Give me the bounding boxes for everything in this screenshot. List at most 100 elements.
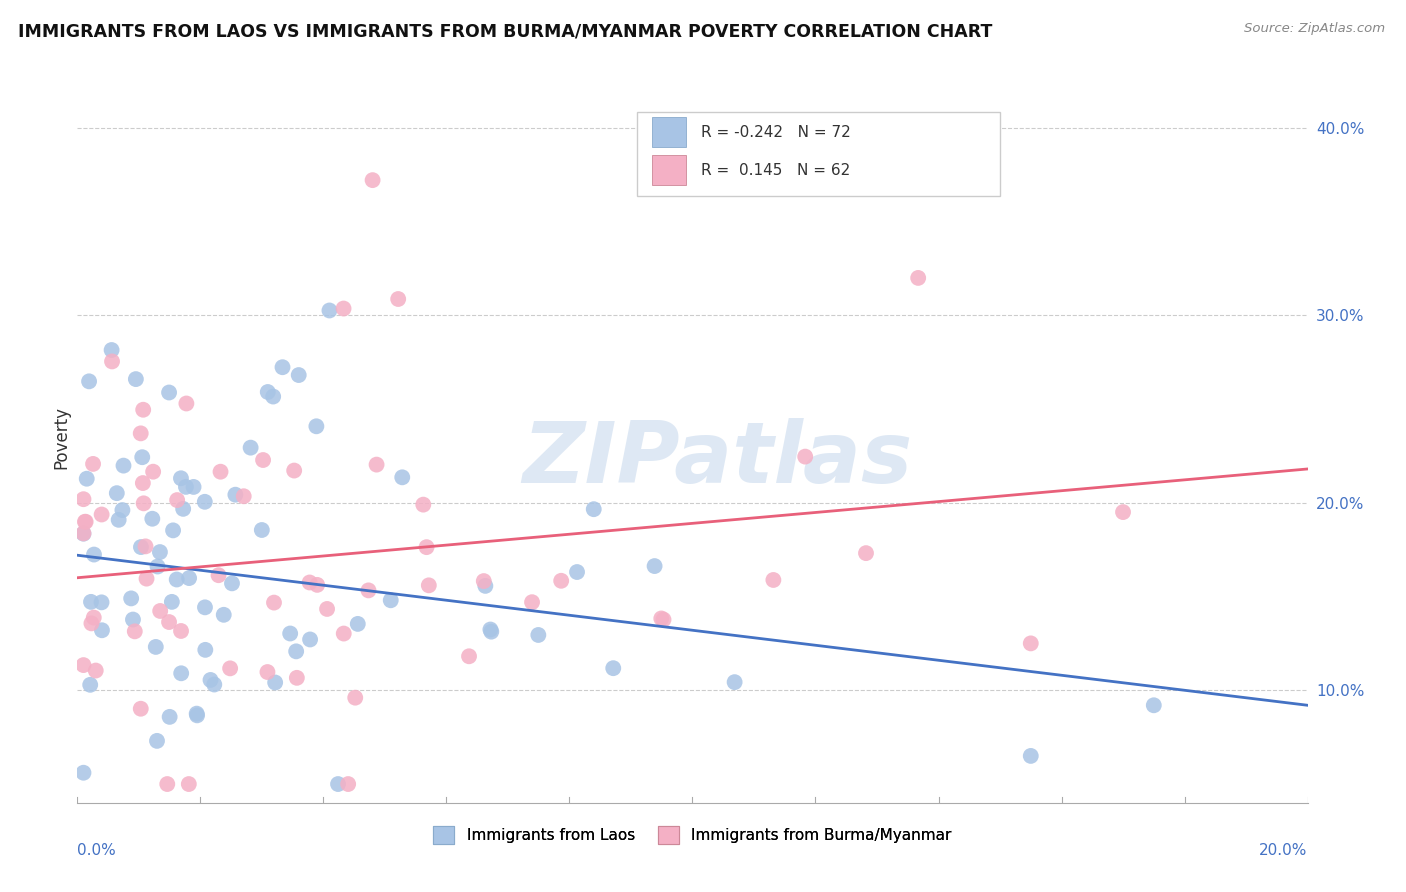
Point xyxy=(305,419,328,434)
Point xyxy=(72,765,94,780)
Point xyxy=(252,453,274,467)
Text: Source: ZipAtlas.com: Source: ZipAtlas.com xyxy=(1244,22,1385,36)
Point xyxy=(256,384,278,399)
Point xyxy=(652,613,675,627)
Point xyxy=(200,673,222,687)
Legend: Immigrants from Laos, Immigrants from Burma/Myanmar: Immigrants from Laos, Immigrants from Bu… xyxy=(427,820,957,850)
Text: 0.0%: 0.0% xyxy=(77,843,117,858)
Point xyxy=(458,649,481,664)
Text: IMMIGRANTS FROM LAOS VS IMMIGRANTS FROM BURMA/MYANMAR POVERTY CORRELATION CHART: IMMIGRANTS FROM LAOS VS IMMIGRANTS FROM … xyxy=(18,22,993,40)
Point xyxy=(479,624,502,639)
Point xyxy=(346,616,368,631)
Point xyxy=(326,777,349,791)
Point xyxy=(101,354,124,368)
Text: R =  0.145   N = 62: R = 0.145 N = 62 xyxy=(702,162,851,178)
Point xyxy=(307,578,329,592)
Point xyxy=(142,465,165,479)
Point xyxy=(131,450,153,465)
Point xyxy=(212,607,235,622)
Point xyxy=(602,661,624,675)
Point xyxy=(183,480,205,494)
Point xyxy=(415,540,437,554)
Point xyxy=(262,390,284,404)
Point xyxy=(907,271,929,285)
Point xyxy=(644,559,666,574)
Point xyxy=(83,610,105,624)
Point xyxy=(264,675,287,690)
Point xyxy=(299,632,322,647)
Point xyxy=(357,583,380,598)
Point xyxy=(1019,636,1042,650)
FancyBboxPatch shape xyxy=(652,154,686,186)
Point xyxy=(202,677,225,691)
Point xyxy=(80,616,103,631)
Point xyxy=(84,664,107,678)
Point xyxy=(283,464,305,478)
Point xyxy=(80,595,103,609)
Point xyxy=(380,593,402,607)
Point xyxy=(125,372,148,386)
Point xyxy=(105,486,128,500)
Point xyxy=(172,501,194,516)
Point xyxy=(855,546,877,560)
Point xyxy=(250,523,273,537)
Point xyxy=(298,575,321,590)
Point xyxy=(77,375,100,389)
Point xyxy=(170,624,193,638)
Point xyxy=(194,643,217,657)
Point xyxy=(135,572,157,586)
Point xyxy=(337,777,360,791)
Point xyxy=(221,576,243,591)
Point xyxy=(91,624,114,638)
Point xyxy=(582,502,605,516)
Point xyxy=(366,458,388,472)
Point xyxy=(76,472,98,486)
Point xyxy=(412,498,434,512)
Point xyxy=(263,596,285,610)
Point xyxy=(474,579,496,593)
Point xyxy=(285,671,308,685)
Point xyxy=(194,600,217,615)
Point xyxy=(79,678,101,692)
Point xyxy=(129,426,152,441)
Point xyxy=(156,777,179,791)
Point xyxy=(134,540,156,554)
Point xyxy=(344,690,367,705)
Point xyxy=(387,292,409,306)
Point xyxy=(316,602,339,616)
Point xyxy=(256,665,278,679)
FancyBboxPatch shape xyxy=(652,117,686,147)
FancyBboxPatch shape xyxy=(637,112,1000,195)
Point xyxy=(794,450,817,464)
Point xyxy=(520,595,543,609)
Point xyxy=(176,396,198,410)
Point xyxy=(271,360,294,375)
Point xyxy=(122,613,145,627)
Point xyxy=(166,493,188,508)
Point xyxy=(194,495,217,509)
Point xyxy=(100,343,122,357)
Point xyxy=(177,571,200,585)
Point xyxy=(132,402,155,417)
Point xyxy=(149,545,172,559)
Point xyxy=(107,513,129,527)
Point xyxy=(157,385,180,400)
Point xyxy=(141,512,163,526)
Point xyxy=(75,515,97,529)
Point xyxy=(224,488,246,502)
Point xyxy=(723,675,745,690)
Point xyxy=(527,628,550,642)
Point xyxy=(159,710,181,724)
Point xyxy=(72,526,94,541)
Point xyxy=(418,578,440,592)
Point xyxy=(219,661,242,675)
Point xyxy=(145,640,167,654)
Point xyxy=(157,615,180,629)
Point xyxy=(177,777,200,791)
Point xyxy=(287,368,309,382)
Text: R = -0.242   N = 72: R = -0.242 N = 72 xyxy=(702,125,851,139)
Point xyxy=(550,574,572,588)
Point xyxy=(650,611,672,625)
Text: 20.0%: 20.0% xyxy=(1260,843,1308,858)
Point xyxy=(232,489,254,503)
